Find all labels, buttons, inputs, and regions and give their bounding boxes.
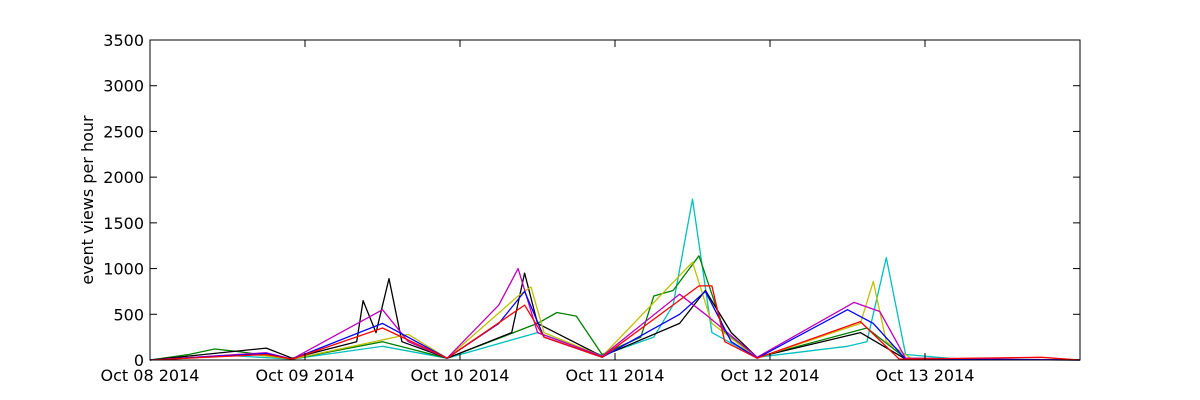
y-tick-label: 1500 [103, 214, 144, 233]
series-line [149, 198, 1081, 361]
series-line [149, 285, 1081, 361]
y-axis: 0 500 1000 1500 2000 2500 3000 3500 [103, 31, 1080, 370]
y-tick-label: 2000 [103, 168, 144, 187]
x-tick-label: Oct 11 2014 [566, 366, 665, 385]
x-axis: Oct 08 2014 Oct 09 2014 Oct 10 2014 Oct 11 … [101, 40, 975, 385]
y-tick-label: 2500 [103, 122, 144, 141]
series-line [149, 267, 1081, 361]
x-tick-label: Oct 09 2014 [256, 366, 355, 385]
y-tick-label: 3500 [103, 31, 144, 50]
x-tick-label: Oct 13 2014 [876, 366, 975, 385]
x-tick-label: Oct 10 2014 [411, 366, 510, 385]
y-tick-label: 3000 [103, 77, 144, 96]
x-tick-label: Oct 12 2014 [721, 366, 820, 385]
y-tick-label: 1000 [103, 260, 144, 279]
x-tick-label: Oct 08 2014 [101, 366, 200, 385]
y-axis-label: event views per hour [78, 115, 97, 285]
y-tick-label: 0 [134, 351, 144, 370]
series-layer [149, 198, 1081, 361]
y-tick-label: 500 [113, 305, 144, 324]
